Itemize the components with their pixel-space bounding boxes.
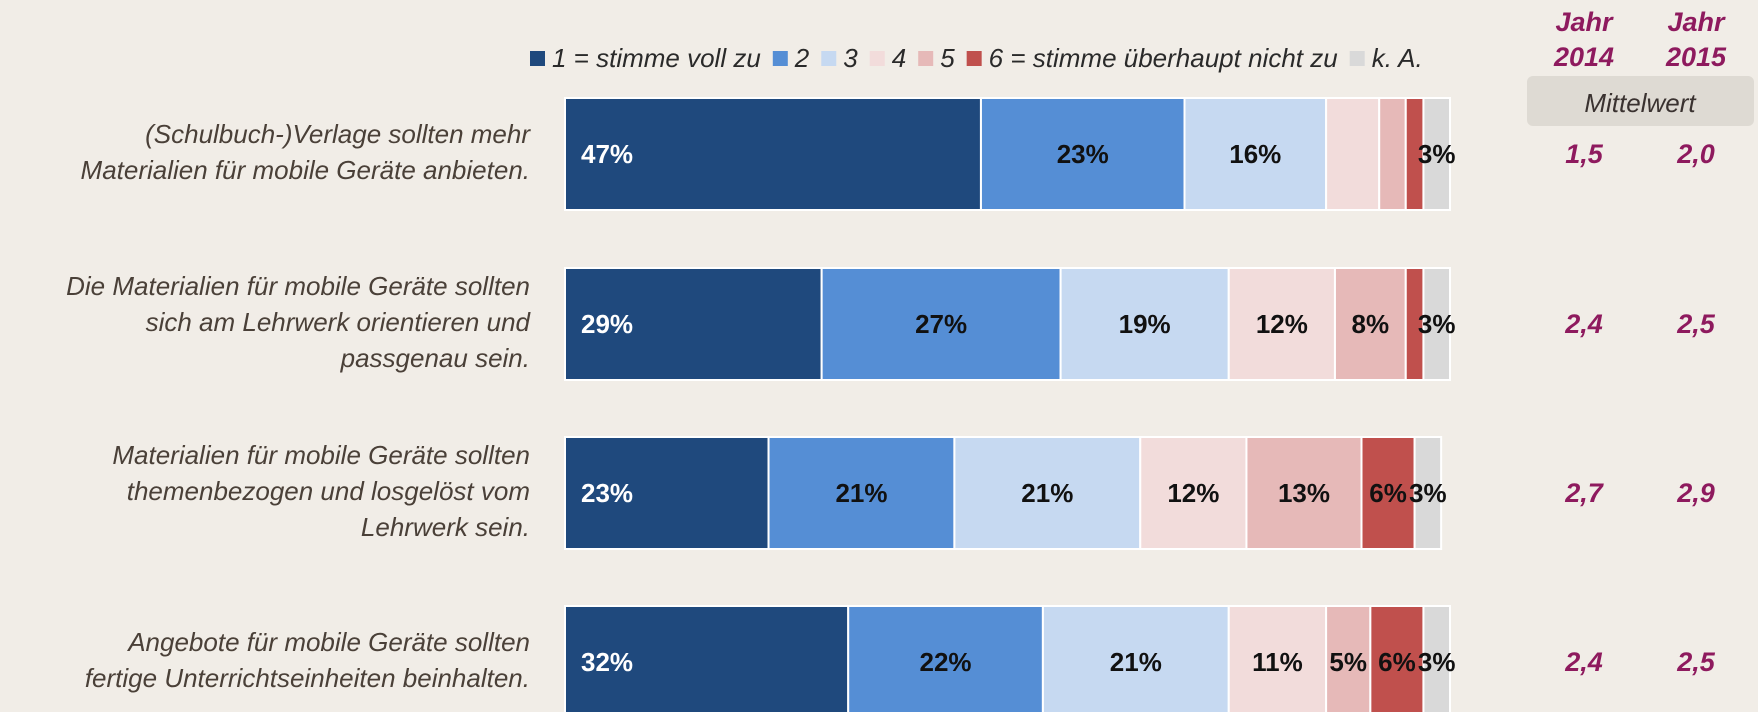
bar-segment xyxy=(1422,267,1451,381)
mean-value: 2,5 xyxy=(1676,309,1716,339)
data-label: 47% xyxy=(581,139,633,169)
data-label: 21% xyxy=(1021,478,1073,508)
category-line: passgenau sein. xyxy=(340,343,530,373)
category-line: fertige Unterrichtseinheiten beinhalten. xyxy=(85,663,530,693)
category-label: (Schulbuch-)Verlage sollten mehr Material… xyxy=(81,119,532,185)
legend-label: 1 = stimme voll zu xyxy=(552,43,761,73)
category-line: Lehrwerk sein. xyxy=(361,512,530,542)
data-label: 5% xyxy=(1329,647,1367,677)
data-label: 3% xyxy=(1418,309,1456,339)
legend-swatch xyxy=(821,51,837,66)
year-header-line: 2015 xyxy=(1665,42,1727,72)
bar-segment xyxy=(1139,436,1248,550)
data-label: 8% xyxy=(1352,309,1390,339)
year-header: Jahr 2015 xyxy=(1665,7,1727,72)
category-line: (Schulbuch-)Verlage sollten mehr xyxy=(145,119,531,149)
category-line: Materialien für mobile Geräte anbieten. xyxy=(81,155,530,185)
legend-swatch xyxy=(966,51,982,66)
data-label: 23% xyxy=(581,478,633,508)
bar-segment xyxy=(1413,436,1443,550)
bar-segment xyxy=(564,97,982,211)
mean-value: 2,5 xyxy=(1676,647,1716,677)
legend-label: 4 xyxy=(892,43,906,73)
data-label: 22% xyxy=(920,647,972,677)
category-line: Materialien für mobile Geräte sollten xyxy=(112,440,530,470)
legend-swatch xyxy=(530,51,545,66)
legend-swatch xyxy=(772,51,788,66)
bar-segment xyxy=(767,436,956,550)
mean-value: 2,7 xyxy=(1564,478,1605,508)
bar-segment xyxy=(564,267,823,381)
year-header: Jahr 2014 xyxy=(1553,7,1614,72)
data-label: 19% xyxy=(1119,309,1171,339)
data-label: 21% xyxy=(835,478,887,508)
data-label: 27% xyxy=(915,309,967,339)
data-label: 3% xyxy=(1409,478,1447,508)
data-label: 6% xyxy=(1378,647,1416,677)
data-label: 16% xyxy=(1229,139,1281,169)
data-label: 32% xyxy=(581,647,633,677)
category-line: sich am Lehrwerk orientieren und xyxy=(146,307,532,337)
category-line: Angebote für mobile Geräte sollten xyxy=(126,627,530,657)
bar-segment xyxy=(953,436,1142,550)
bar-segment xyxy=(1333,267,1407,381)
data-label: 3% xyxy=(1418,139,1456,169)
mean-value: 2,4 xyxy=(1564,647,1603,677)
bar-segment xyxy=(820,267,1062,381)
legend-label: 5 xyxy=(940,43,955,73)
legend-swatch xyxy=(1349,51,1365,66)
data-label: 23% xyxy=(1057,139,1109,169)
category-label: Materialien für mobile Geräte sollten the… xyxy=(112,440,530,542)
mean-value: 1,5 xyxy=(1565,139,1604,169)
legend-swatch xyxy=(918,51,934,66)
bar-segment xyxy=(1422,97,1451,211)
bar-segment xyxy=(1360,436,1416,550)
mean-value: 2,0 xyxy=(1676,139,1715,169)
category-line: themenbezogen und losgelöst vom xyxy=(127,476,530,506)
legend-label: k. A. xyxy=(1372,43,1423,73)
legend-label: 2 xyxy=(794,43,810,73)
bar-segment xyxy=(1325,97,1381,211)
data-label: 13% xyxy=(1278,478,1330,508)
category-line: Die Materialien für mobile Geräte sollte… xyxy=(66,271,530,301)
legend-label: 6 = stimme überhaupt nicht zu xyxy=(989,43,1338,73)
bar-segment xyxy=(1369,605,1425,712)
legend-label: 3 xyxy=(843,43,858,73)
bar-segment xyxy=(1422,605,1451,712)
bar-segment xyxy=(1378,97,1407,211)
data-label: 29% xyxy=(581,309,633,339)
mean-header-box xyxy=(1527,76,1754,126)
mean-header: Mittelwert xyxy=(1584,88,1697,118)
category-label: Die Materialien für mobile Geräte sollte… xyxy=(66,271,531,373)
data-label: 6% xyxy=(1369,478,1407,508)
mean-value: 2,9 xyxy=(1676,478,1715,508)
data-label: 12% xyxy=(1256,309,1308,339)
category-label: Angebote für mobile Geräte sollten fertig… xyxy=(85,627,530,693)
data-label: 12% xyxy=(1167,478,1219,508)
legend-swatch xyxy=(869,51,885,66)
data-label: 21% xyxy=(1110,647,1162,677)
year-header-line: Jahr xyxy=(1667,7,1726,37)
data-label: 11% xyxy=(1252,647,1303,677)
year-header-line: 2014 xyxy=(1553,42,1614,72)
year-header-line: Jahr xyxy=(1555,7,1614,37)
mean-value: 2,4 xyxy=(1564,309,1603,339)
bar-segment xyxy=(564,605,850,712)
data-label: 3% xyxy=(1418,647,1456,677)
bar-segment xyxy=(1227,267,1336,381)
